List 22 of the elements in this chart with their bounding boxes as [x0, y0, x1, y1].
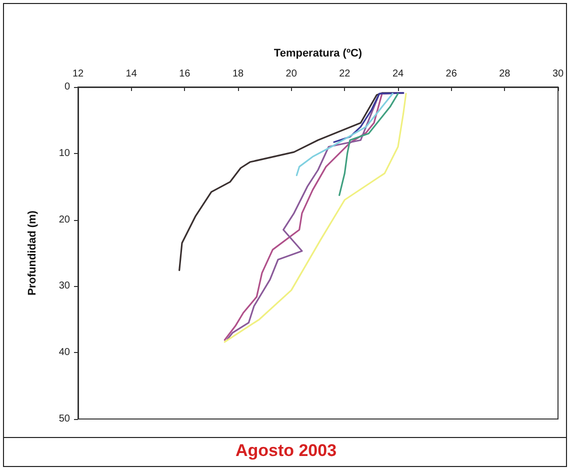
text: Agosto 2003 [235, 441, 337, 460]
y-tick-label: 50 [58, 414, 70, 424]
y-tick-label: 30 [58, 280, 70, 292]
x-tick-label: 14 [126, 68, 138, 80]
x-tick-label: 20 [286, 68, 298, 80]
x-tick-label: 30 [552, 68, 564, 80]
x-axis-title: Temperatura (ºC) [274, 48, 362, 60]
x-tick-label: 26 [446, 68, 458, 80]
y-axis-title: Profundidad (m) [26, 210, 38, 296]
y-tick-label: 10 [58, 148, 70, 159]
x-tick-label: 22 [339, 68, 351, 80]
x-tick-label: 12 [72, 68, 84, 80]
line-series [333, 92, 404, 143]
x-tick-label: 28 [499, 68, 511, 80]
x-tick-label: 18 [232, 68, 244, 80]
x-tick-label: 24 [392, 68, 404, 80]
y-tick-label: 20 [58, 214, 70, 226]
y-tick-label: 40 [58, 347, 70, 358]
x-tick-label: 16 [179, 68, 191, 80]
line-series [338, 92, 399, 196]
y-tick-label: 0 [64, 82, 70, 92]
line-series [296, 92, 394, 176]
